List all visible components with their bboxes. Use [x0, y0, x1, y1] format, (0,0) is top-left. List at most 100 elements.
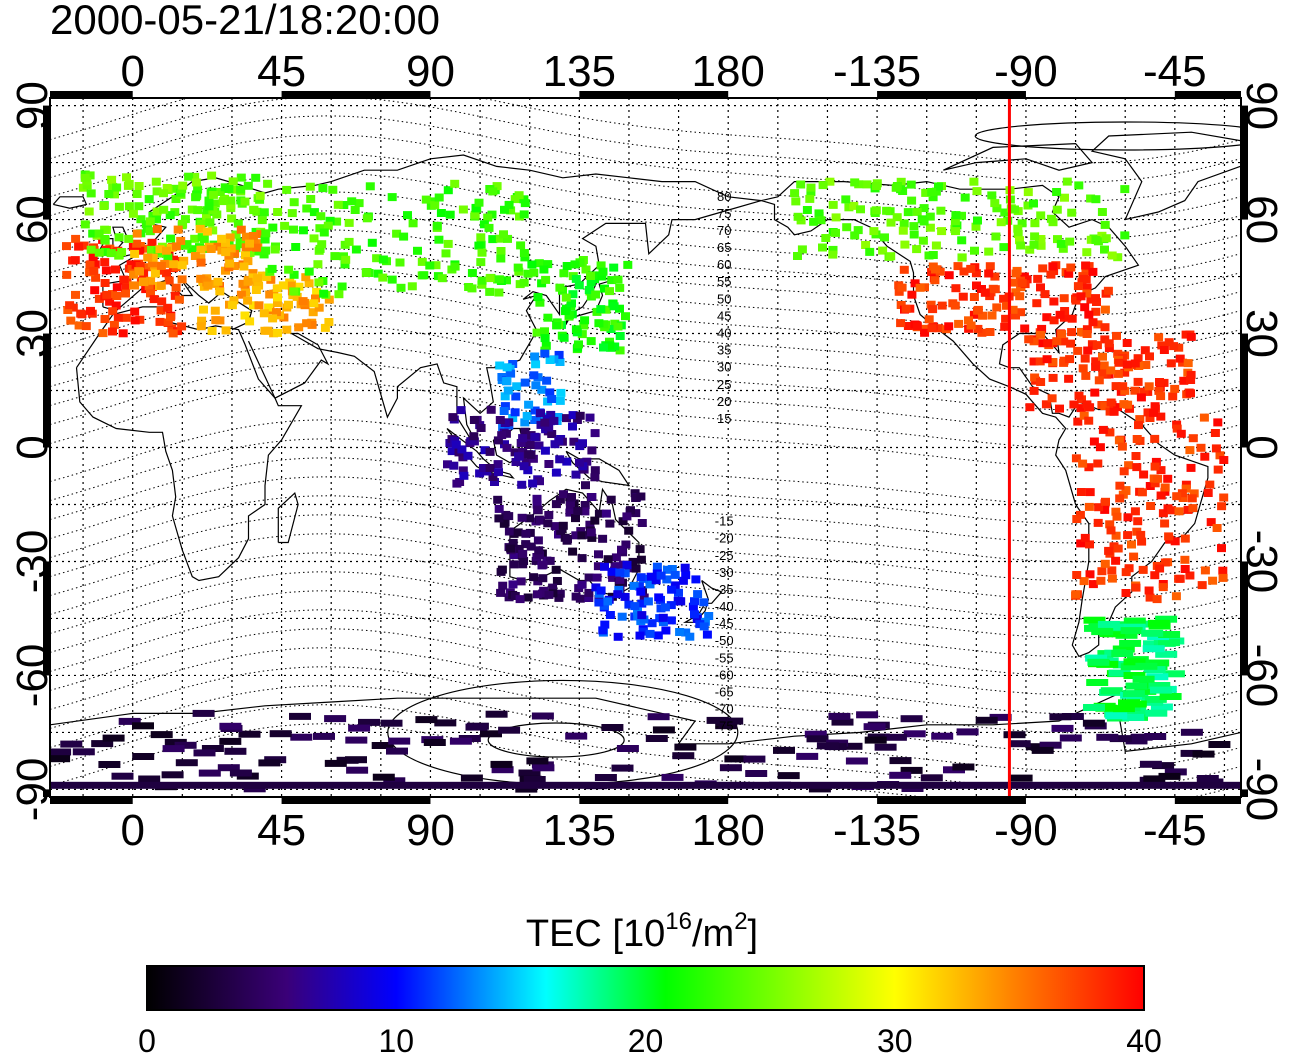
tec-cell: [592, 573, 602, 582]
tec-cell: [312, 287, 322, 296]
tec-cell: [340, 260, 350, 269]
tec-cell: [825, 177, 835, 186]
tec-cell: [1158, 509, 1168, 518]
frame-bar: [1241, 105, 1248, 220]
tec-cell: [1030, 373, 1040, 382]
tec-cell: [448, 413, 458, 422]
tec-cell: [508, 414, 518, 422]
tec-cell: [598, 626, 608, 635]
tec-cell: [999, 243, 1009, 252]
tec-cell: [615, 304, 624, 313]
tec-cell: [1172, 492, 1182, 501]
tec-cell: [508, 538, 518, 547]
tec-cell: [82, 181, 92, 190]
tec-cell: [210, 199, 220, 208]
tec-cell: [1158, 772, 1181, 780]
tec-cell: [571, 470, 581, 479]
tec-cell: [517, 480, 527, 489]
tec-cell: [545, 556, 555, 565]
tec-cell: [896, 301, 906, 309]
tec-cell: [166, 313, 175, 322]
tec-cell: [532, 494, 542, 503]
tec-cell: [535, 551, 544, 560]
mlat-label: -40: [715, 599, 734, 614]
tec-cell: [1119, 400, 1129, 409]
tec-cell: [1017, 219, 1027, 228]
mlat-label: 65: [717, 240, 731, 255]
coastline: [446, 428, 515, 479]
tec-cell: [203, 281, 213, 290]
tec-cell: [163, 318, 173, 327]
tec-cell: [845, 757, 868, 765]
tec-cell: [957, 253, 967, 262]
tec-cell: [88, 252, 98, 261]
tec-cell: [205, 218, 215, 227]
tec-cell: [1164, 532, 1174, 541]
tec-cell: [978, 311, 988, 320]
tec-cell: [445, 210, 455, 219]
tec-cell: [1073, 282, 1083, 291]
tec-cell: [1053, 235, 1062, 244]
tec-cell: [605, 519, 615, 528]
mlat-contour: [50, 153, 1241, 240]
mlat-label: 35: [717, 343, 731, 358]
tec-cell: [966, 264, 976, 273]
tec-cell: [594, 774, 617, 781]
tec-cell: [535, 298, 545, 307]
tec-cell: [934, 182, 943, 191]
tec-cell: [1153, 474, 1163, 483]
tec-cell: [318, 184, 328, 193]
tec-cell: [1103, 286, 1113, 295]
tec-cell: [459, 471, 469, 480]
tec-cell: [850, 231, 860, 240]
mlat-contour: [50, 723, 1241, 797]
tec-cell: [1140, 346, 1150, 355]
tec-cell: [1064, 269, 1074, 278]
tec-cell: [530, 416, 540, 424]
tec-cell: [502, 363, 512, 372]
tec-cell: [496, 567, 506, 576]
tec-cell: [1111, 507, 1121, 516]
tec-cell: [599, 320, 609, 329]
tec-cell: [670, 570, 680, 579]
lon-tick-label-bottom: -90: [994, 806, 1058, 855]
tec-cell: [486, 405, 496, 414]
tec-cell: [415, 716, 438, 724]
tec-cell: [615, 575, 625, 584]
tec-cell: [1150, 402, 1160, 411]
frame-bar: [50, 91, 133, 98]
tec-cell: [924, 315, 934, 324]
tec-cell: [162, 269, 171, 278]
coastline: [274, 200, 762, 445]
tec-cell: [249, 205, 259, 214]
tec-cell: [1104, 344, 1114, 352]
tec-cell: [896, 177, 906, 186]
tec-cell: [1107, 566, 1117, 575]
tec-cell: [1120, 627, 1143, 635]
tec-cell: [600, 284, 609, 293]
tec-cell: [196, 322, 206, 331]
tec-cell: [652, 562, 662, 571]
tec-cell: [1217, 502, 1227, 511]
tec-cell: [226, 196, 236, 205]
tec-cell: [1095, 443, 1105, 452]
tec-cell: [341, 255, 351, 264]
tec-cell: [806, 188, 816, 196]
tec-cell: [1157, 341, 1167, 350]
tec-cell: [551, 565, 561, 574]
tec-cell: [1029, 386, 1039, 395]
tec-cell: [1125, 737, 1148, 745]
tec-cell: [532, 590, 542, 599]
tec-cell: [990, 199, 1000, 208]
tec-cell: [1013, 230, 1023, 238]
tec-cell: [1093, 320, 1103, 329]
tec-cell: [1091, 236, 1101, 244]
frame-bar: [43, 789, 50, 797]
tec-cell: [156, 306, 166, 315]
lon-tick-label-bottom: 180: [691, 806, 764, 855]
tec-cell: [1085, 540, 1094, 549]
tec-cell: [164, 276, 174, 285]
tec-cell: [547, 395, 557, 403]
tec-cell: [1120, 368, 1130, 377]
tec-cell: [909, 222, 919, 231]
